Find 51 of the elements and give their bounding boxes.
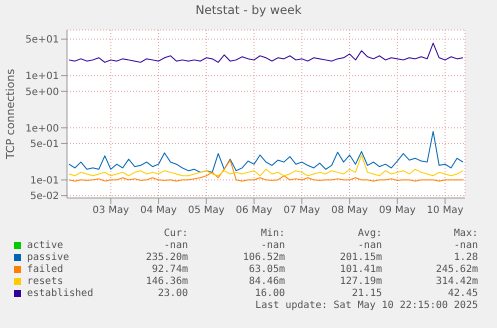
text: 106.52m [242,252,285,263]
text: 127.19m [340,276,382,287]
text: 201.15m [340,252,382,263]
legend-label: active [27,240,64,251]
y-tick-label: 5e+00 [25,86,59,98]
y-tick-label: 1e+01 [25,71,59,82]
text: Last update: Sat May 10 22:15:00 2025 [255,300,478,311]
y-tick-label: 1e-01 [30,175,59,186]
text: 1.28 [454,252,478,263]
line-series [68,42,464,63]
text: 235.20m [146,252,188,263]
text: 92.74m [152,264,188,275]
text: 16.00 [254,288,285,299]
x-tick-label: 06 May [236,205,272,216]
x-tick-label: 07 May [284,205,320,216]
text: 245.62m [436,264,478,275]
y-tick-label: 5e+01 [25,34,59,46]
text: 101.41m [340,264,382,275]
chart-title: Netstat - by week [194,3,303,17]
y-tick-label: 5e-01 [30,139,59,150]
text: 146.36m [146,276,188,287]
text: -nan [358,240,382,251]
text: -nan [454,240,478,251]
x-tick-label: 09 May [379,205,416,216]
text: Avg: [358,228,382,239]
text: 23.00 [158,288,188,299]
line-series [68,154,464,176]
legend-label: resets [27,276,64,287]
legend-label: established [27,288,94,299]
text: 84.46m [248,276,285,287]
y-tick-label: 5e-02 [30,191,59,202]
x-tick-label: 08 May [331,205,368,216]
x-tick-label: 10 May [426,205,464,216]
legend-label: passive [27,252,70,263]
x-tick-label: 05 May [188,205,225,216]
x-tick-label: 04 May [140,205,177,216]
x-tick-label: 03 May [92,205,130,216]
y-tick-label: 1e+00 [25,123,59,134]
text: Max: [454,228,478,239]
text: 21.15 [352,288,382,299]
text: 314.42m [436,276,478,287]
text: 42.45 [448,288,478,299]
line-series [68,160,464,182]
legend-label: failed [27,264,64,275]
text: -nan [164,240,188,251]
line-series [68,130,464,173]
text: Cur: [164,228,188,239]
text: Min: [260,228,285,239]
text: 63.05m [248,264,285,275]
y-axis-title: TCP connections [4,68,17,160]
text: -nan [260,240,285,251]
